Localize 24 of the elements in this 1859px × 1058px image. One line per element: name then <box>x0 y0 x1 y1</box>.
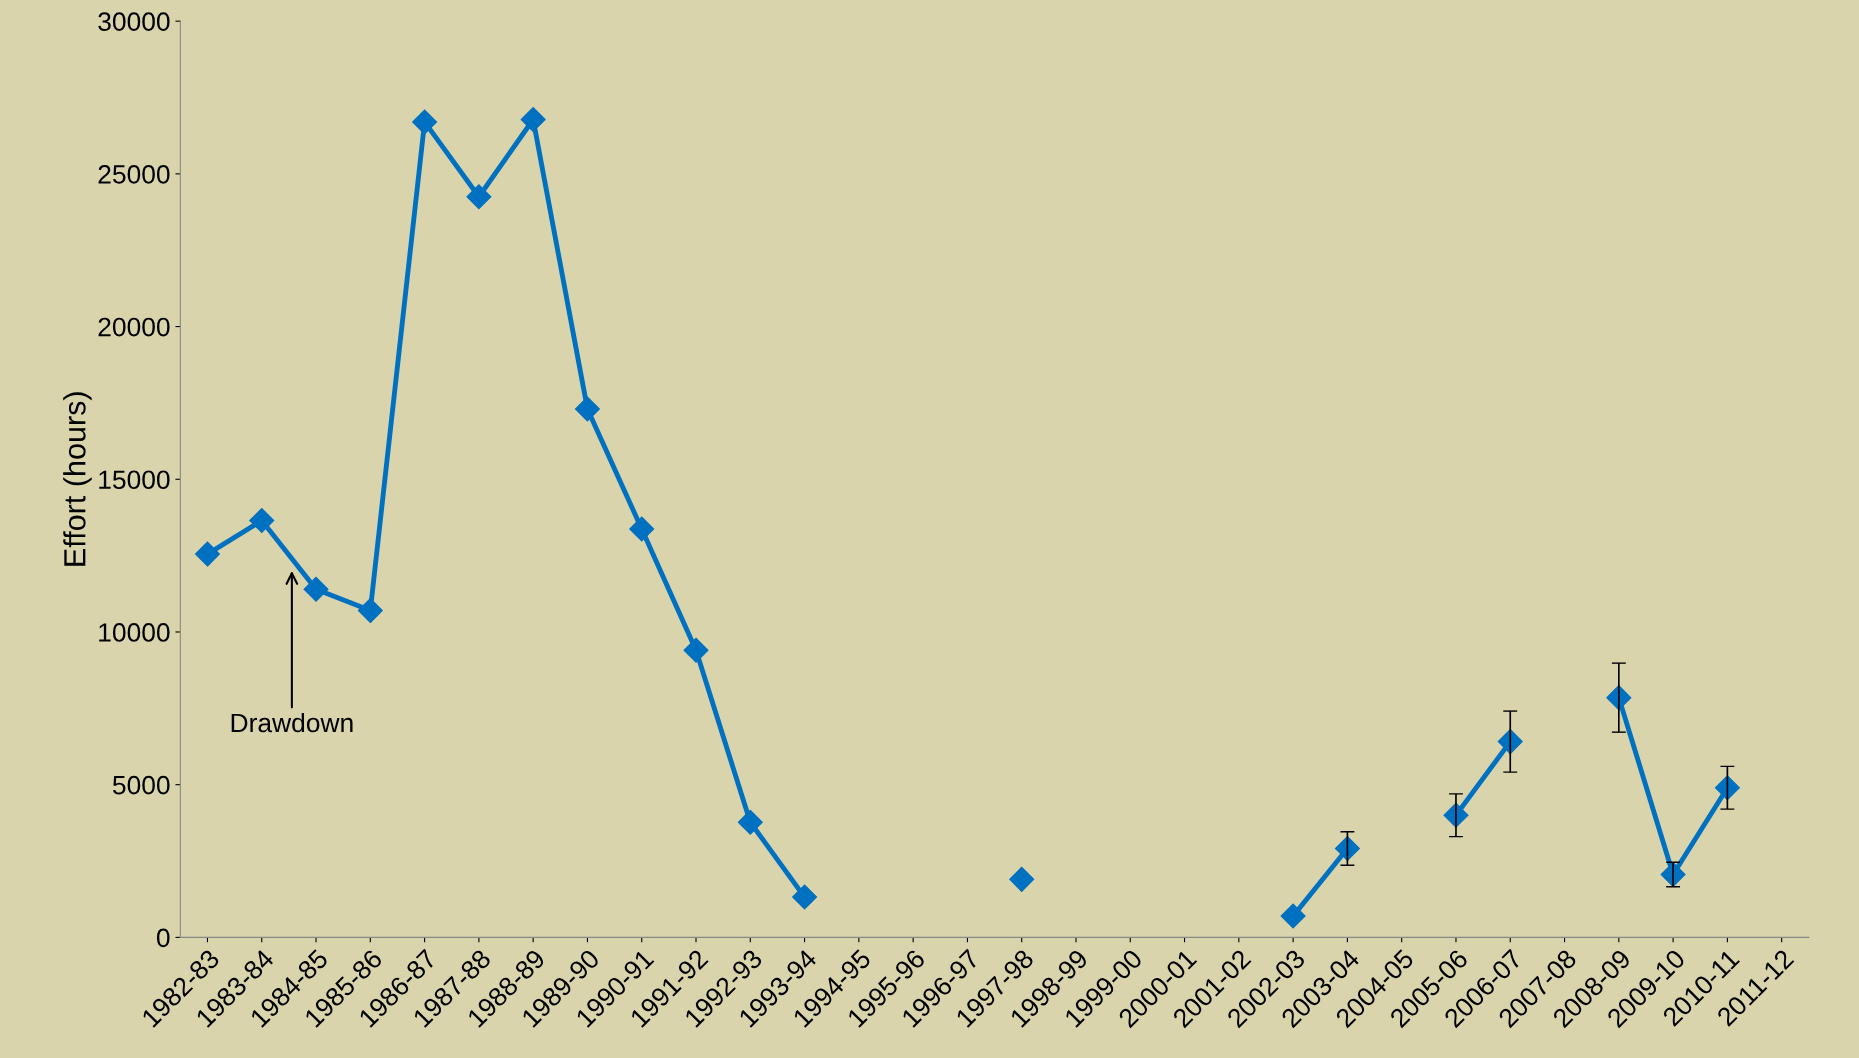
y-axis-title: Effort (hours) <box>63 392 92 566</box>
annotation: Drawdown <box>231 712 353 733</box>
y-tick-label: 30000 <box>98 12 170 31</box>
point <box>520 107 546 132</box>
point <box>466 184 492 210</box>
y-tick-label: 5000 <box>112 775 170 795</box>
y-tick-label: 10000 <box>99 623 170 642</box>
point <box>357 598 383 624</box>
point <box>1280 903 1306 929</box>
point <box>1009 866 1035 892</box>
point <box>629 516 655 542</box>
y-tick-label: 15000 <box>99 470 170 490</box>
point <box>303 576 329 602</box>
point <box>683 637 709 663</box>
point <box>574 396 600 422</box>
point <box>412 109 438 135</box>
point <box>194 541 220 567</box>
point <box>792 884 818 910</box>
point <box>1714 775 1740 801</box>
point <box>249 508 275 533</box>
y-tick-label: 20000 <box>98 317 170 337</box>
point <box>737 809 763 835</box>
y-tick-label: 0 <box>156 928 170 948</box>
y-tick-label: 25000 <box>98 165 170 184</box>
